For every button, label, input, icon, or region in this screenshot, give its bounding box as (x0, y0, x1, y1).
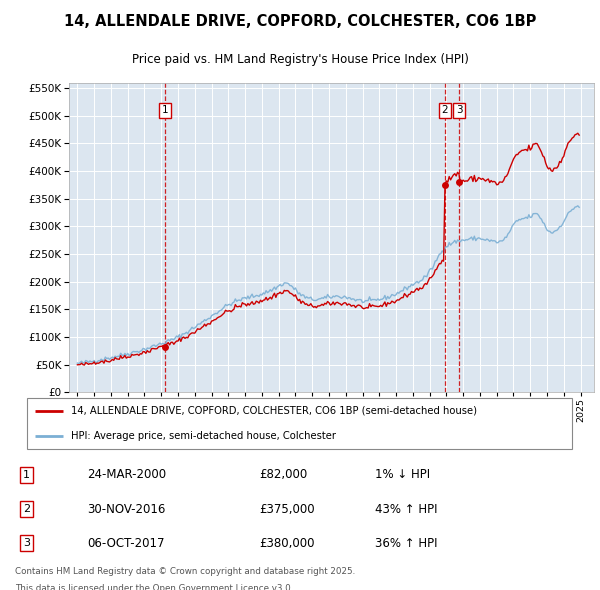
Text: 14, ALLENDALE DRIVE, COPFORD, COLCHESTER, CO6 1BP (semi-detached house): 14, ALLENDALE DRIVE, COPFORD, COLCHESTER… (71, 406, 477, 416)
Text: 06-OCT-2017: 06-OCT-2017 (87, 536, 164, 550)
Text: 36% ↑ HPI: 36% ↑ HPI (375, 536, 437, 550)
Text: HPI: Average price, semi-detached house, Colchester: HPI: Average price, semi-detached house,… (71, 431, 336, 441)
Text: 1: 1 (162, 105, 169, 115)
Text: £375,000: £375,000 (260, 503, 316, 516)
Text: 3: 3 (23, 538, 30, 548)
Text: 30-NOV-2016: 30-NOV-2016 (87, 503, 165, 516)
Text: £380,000: £380,000 (260, 536, 315, 550)
Text: 24-MAR-2000: 24-MAR-2000 (87, 468, 166, 481)
Text: 43% ↑ HPI: 43% ↑ HPI (375, 503, 437, 516)
Text: This data is licensed under the Open Government Licence v3.0.: This data is licensed under the Open Gov… (15, 584, 293, 590)
Text: 2: 2 (23, 504, 30, 514)
Text: £82,000: £82,000 (260, 468, 308, 481)
Text: 1: 1 (23, 470, 30, 480)
Text: 14, ALLENDALE DRIVE, COPFORD, COLCHESTER, CO6 1BP: 14, ALLENDALE DRIVE, COPFORD, COLCHESTER… (64, 14, 536, 29)
Text: 3: 3 (456, 105, 463, 115)
Text: Contains HM Land Registry data © Crown copyright and database right 2025.: Contains HM Land Registry data © Crown c… (15, 566, 355, 576)
FancyBboxPatch shape (27, 398, 572, 449)
Text: 2: 2 (442, 105, 448, 115)
Text: 1% ↓ HPI: 1% ↓ HPI (375, 468, 430, 481)
Text: Price paid vs. HM Land Registry's House Price Index (HPI): Price paid vs. HM Land Registry's House … (131, 53, 469, 66)
